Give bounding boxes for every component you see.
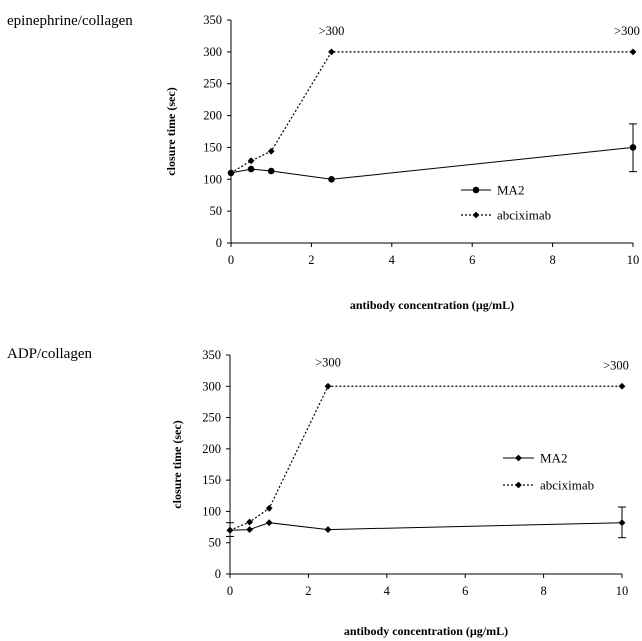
legend-marker <box>472 186 480 194</box>
y-axis-title: closure time (sec) <box>164 87 178 175</box>
y-tick-label: 250 <box>203 77 222 91</box>
x-tick-label: 4 <box>389 253 396 267</box>
x-axis-title: antibody concentration (µg/mL) <box>344 624 508 638</box>
legend-label: abciximab <box>540 478 594 493</box>
data-point-abciximab <box>618 382 626 390</box>
data-point-abciximab <box>267 147 275 155</box>
series-MA2 <box>227 123 637 183</box>
series-line-MA2 <box>230 146 634 180</box>
annotation-label: >300 <box>614 24 640 38</box>
series-line-MA2 <box>229 522 623 531</box>
y-tick-label: 0 <box>216 236 222 250</box>
legend-entry-abciximab: abciximab <box>503 478 594 493</box>
data-point-abciximab <box>328 48 335 56</box>
chart-adp-collagen: ADP/collagen 0 50 100 150 200 250 300 350 0 2 4 6 8 10… <box>7 346 629 638</box>
data-point-abciximab <box>324 382 332 390</box>
y-tick-label: 150 <box>203 140 222 154</box>
legend-entry-abciximab: abciximab <box>461 208 551 223</box>
legend-marker <box>515 481 522 489</box>
data-point-MA2 <box>618 519 626 527</box>
data-point-abciximab <box>247 157 255 165</box>
x-tick-label: 0 <box>227 584 233 598</box>
panel-label: epinephrine/collagen <box>7 13 133 29</box>
data-point-MA2 <box>629 144 637 151</box>
legend-marker <box>515 454 522 462</box>
data-point-abciximab <box>246 518 253 526</box>
series-abciximab <box>226 382 626 534</box>
y-tick-label: 350 <box>202 348 221 362</box>
y-tick-label: 0 <box>215 567 221 581</box>
y-axis-title: closure time (sec) <box>170 420 184 508</box>
data-point-MA2 <box>246 526 253 533</box>
x-axis-title: antibody concentration (µg/mL) <box>350 298 514 312</box>
annotation-label: >300 <box>603 358 629 372</box>
data-point-abciximab <box>629 48 637 56</box>
data-point-abciximab <box>227 169 235 177</box>
data-point-abciximab <box>226 526 234 534</box>
data-point-MA2 <box>328 175 335 183</box>
x-tick-label: 2 <box>308 253 314 267</box>
data-point-abciximab <box>265 504 273 512</box>
x-tick-label: 6 <box>469 253 475 267</box>
data-point-MA2 <box>265 519 273 527</box>
x-tick-label: 8 <box>540 584 546 598</box>
x-tick-label: 10 <box>627 253 640 267</box>
data-point-MA2 <box>324 526 332 533</box>
y-tick-label: 350 <box>203 13 222 27</box>
y-tick-label: 150 <box>202 473 221 487</box>
panel-label: ADP/collagen <box>7 346 92 362</box>
x-tick-label: 8 <box>549 253 555 267</box>
series-MA2 <box>226 506 626 539</box>
y-tick-label: 200 <box>202 442 221 456</box>
data-point-MA2 <box>247 165 255 173</box>
y-tick-label: 50 <box>210 204 223 218</box>
y-tick-label: 50 <box>209 536 222 550</box>
legend-entry-MA2: MA2 <box>461 183 524 198</box>
legend-label: MA2 <box>540 451 567 466</box>
legend-entry-MA2: MA2 <box>503 451 567 466</box>
annotation-label: >300 <box>319 24 345 38</box>
x-tick-label: 10 <box>616 584 629 598</box>
annotation-label: >300 <box>315 355 341 369</box>
x-tick-label: 2 <box>305 584 311 598</box>
legend-label: MA2 <box>497 183 524 198</box>
y-tick-label: 300 <box>203 45 222 59</box>
legend-label: abciximab <box>497 208 551 223</box>
y-tick-label: 250 <box>202 411 221 425</box>
y-tick-label: 200 <box>203 109 222 123</box>
y-tick-label: 300 <box>202 379 221 393</box>
series-line-abciximab <box>230 51 633 174</box>
x-tick-label: 0 <box>228 253 234 267</box>
y-tick-label: 100 <box>202 504 221 518</box>
chart-epinephrine-collagen: epinephrine/collagen05010015020025030035… <box>7 13 640 312</box>
data-point-MA2 <box>267 167 275 175</box>
y-tick-label: 100 <box>203 172 222 186</box>
legend-marker <box>472 211 480 219</box>
x-tick-label: 4 <box>384 584 391 598</box>
series-abciximab <box>227 48 637 177</box>
x-tick-label: 6 <box>462 584 468 598</box>
